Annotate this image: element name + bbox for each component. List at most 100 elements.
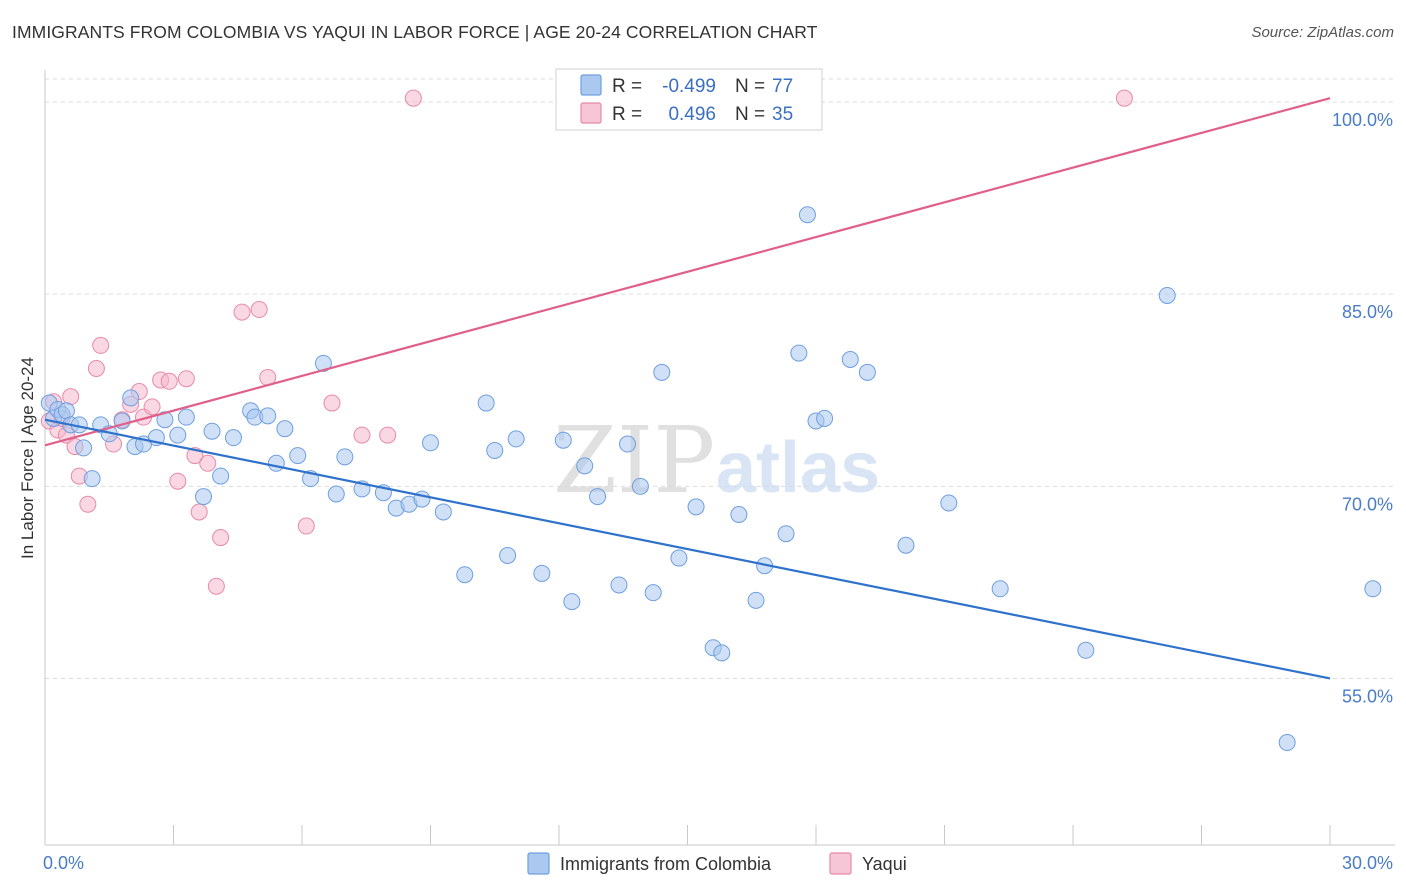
colombia-point <box>589 488 607 506</box>
yaqui-point <box>92 336 110 354</box>
yaqui-point <box>79 495 97 513</box>
colombia-point <box>841 351 859 369</box>
colombia-point <box>576 457 594 475</box>
legend-n-value-pink: 35 <box>772 104 793 125</box>
colombia-point <box>259 407 277 425</box>
yaqui-point <box>143 398 161 416</box>
colombia-point <box>83 470 101 488</box>
stats-legend: R = -0.499 N = 77 R = 0.496 N = 35 <box>555 68 823 131</box>
watermark-atlas: atlas <box>716 428 880 508</box>
colombia-point <box>777 525 795 543</box>
colombia-point <box>790 344 808 362</box>
colombia-point <box>434 503 452 521</box>
yaqui-point <box>250 301 268 319</box>
colombia-point <box>563 593 581 611</box>
legend-swatch-blue <box>580 74 602 96</box>
colombia-point <box>533 564 551 582</box>
colombia-point <box>1278 734 1296 752</box>
chart-title: IMMIGRANTS FROM COLOMBIA VS YAQUI IN LAB… <box>12 22 818 42</box>
yaqui-point <box>379 426 397 444</box>
trend-lines <box>44 97 1331 680</box>
x-tick-label-min: 0.0% <box>43 853 84 873</box>
series-legend-swatch-colombia <box>527 852 550 875</box>
yaqui-point <box>323 394 341 412</box>
axes <box>44 70 1395 846</box>
colombia-point <box>991 580 1009 598</box>
yaqui-point <box>1115 89 1133 107</box>
grid-lines <box>45 78 1395 679</box>
yaqui-point <box>62 388 80 406</box>
colombia-point <box>858 363 876 381</box>
colombia-point <box>422 434 439 452</box>
colombia-point <box>730 506 748 524</box>
yaqui-point <box>404 89 422 107</box>
yaqui-trend-line <box>44 97 1331 447</box>
colombia-point <box>336 448 354 466</box>
colombia-point <box>897 536 915 554</box>
colombia-point <box>486 441 504 459</box>
colombia-point <box>75 439 93 457</box>
colombia-points <box>40 206 1382 752</box>
yaqui-point <box>199 454 217 472</box>
colombia-point <box>687 498 705 516</box>
colombia-point <box>798 206 816 224</box>
legend-r-value-pink: 0.496 <box>668 104 716 125</box>
colombia-point <box>507 430 525 448</box>
series-legend-label-colombia: Immigrants from Colombia <box>560 854 772 874</box>
y-tick-label-2: 85.0% <box>1342 302 1393 322</box>
colombia-point <box>57 402 75 420</box>
legend-r-value-blue: -0.499 <box>662 76 716 97</box>
legend-r-label-blue: R = <box>612 76 642 97</box>
colombia-point <box>816 409 834 427</box>
watermark: ZIP atlas <box>553 407 880 514</box>
colombia-point <box>670 549 688 567</box>
legend-n-value-blue: 77 <box>772 76 793 97</box>
legend-swatch-pink <box>580 102 602 124</box>
y-tick-label-3: 100.0% <box>1332 110 1393 130</box>
colombia-point <box>169 426 187 444</box>
colombia-point <box>327 485 345 503</box>
colombia-point <box>224 429 242 447</box>
colombia-point <box>1158 286 1176 304</box>
colombia-point <box>499 546 517 564</box>
colombia-point <box>122 389 140 407</box>
colombia-point <box>619 435 637 453</box>
colombia-point <box>631 477 649 495</box>
yaqui-point <box>160 372 178 390</box>
y-tick-label-0: 55.0% <box>1342 686 1393 706</box>
yaqui-point <box>297 517 315 535</box>
colombia-point <box>203 422 221 440</box>
colombia-point <box>314 354 332 372</box>
x-tick-label-max: 30.0% <box>1342 853 1393 873</box>
tick-labels: 55.0% 70.0% 85.0% 100.0% 0.0% 30.0% <box>43 110 1393 873</box>
colombia-point <box>456 566 474 584</box>
colombia-point <box>1364 580 1382 598</box>
yaqui-point <box>87 359 105 377</box>
source-credit: Source: ZipAtlas.com <box>1251 24 1394 41</box>
colombia-point <box>289 447 307 465</box>
yaqui-point <box>233 303 251 321</box>
colombia-point <box>713 644 731 662</box>
series-legend-swatch-yaqui <box>829 852 852 875</box>
colombia-trend-line <box>44 418 1331 680</box>
series-legend-label-yaqui: Yaqui <box>862 854 907 874</box>
colombia-point <box>267 454 285 472</box>
series-legend: Immigrants from Colombia Yaqui <box>527 852 907 875</box>
y-tick-label-1: 70.0% <box>1342 494 1393 514</box>
colombia-point <box>610 576 628 594</box>
yaqui-point <box>207 577 225 595</box>
colombia-point <box>177 408 195 426</box>
legend-r-label-pink: R = <box>612 104 642 125</box>
colombia-point <box>653 363 671 381</box>
colombia-point <box>212 467 230 485</box>
colombia-point <box>1077 641 1095 659</box>
colombia-point <box>554 431 572 449</box>
colombia-point <box>644 584 662 602</box>
watermark-zip: ZIP <box>553 407 715 514</box>
y-axis-title: In Labor Force | Age 20-24 <box>18 357 37 559</box>
legend-n-label-blue: N = <box>735 76 765 97</box>
colombia-point <box>156 411 174 429</box>
yaqui-point <box>353 426 371 444</box>
colombia-point <box>940 494 958 512</box>
